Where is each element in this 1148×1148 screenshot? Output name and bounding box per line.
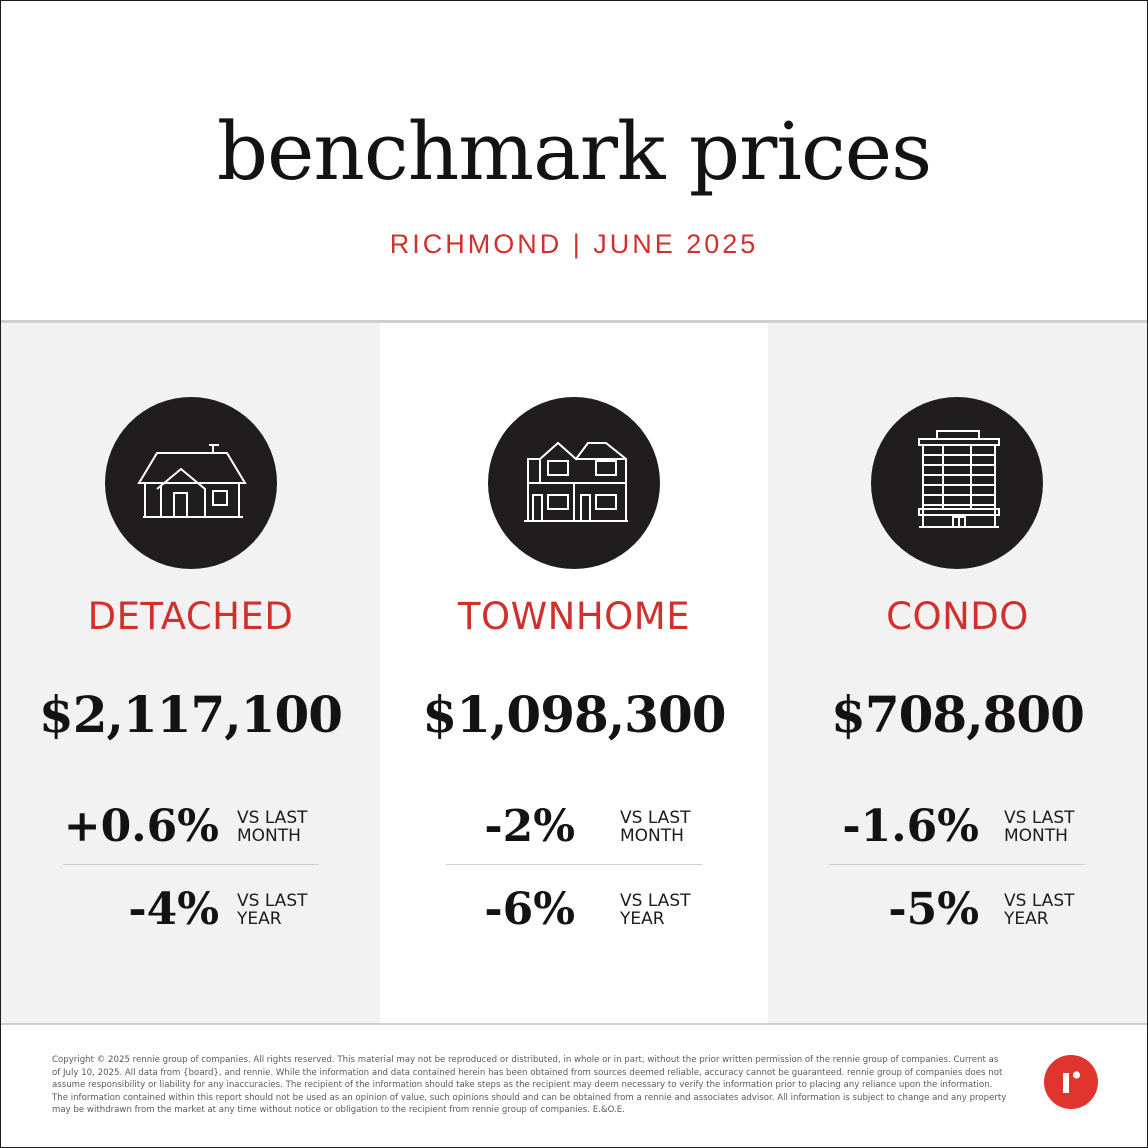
condo-tower-icon xyxy=(871,397,1043,569)
footer: Copyright © 2025 rennie group of compani… xyxy=(1,1025,1147,1147)
rennie-logo-icon xyxy=(1044,1055,1098,1109)
year-change-row: -5% VS LAST YEAR xyxy=(768,884,1147,954)
year-change-row: -6% VS LAST YEAR xyxy=(380,884,768,954)
stat-divider xyxy=(829,864,1085,865)
month-change-label: VS LAST MONTH xyxy=(620,808,691,846)
panel-townhome: TOWNHOME $1,098,300 -2% VS LAST MONTH -6… xyxy=(380,323,768,1023)
year-change-value: -4% xyxy=(128,884,219,935)
header-divider xyxy=(1,320,1147,323)
townhome-icon xyxy=(488,397,660,569)
month-change-row: -2% VS LAST MONTH xyxy=(380,801,768,871)
house-icon xyxy=(105,397,277,569)
page-title: benchmark prices xyxy=(216,105,932,198)
year-change-label: VS LAST YEAR xyxy=(620,891,691,929)
month-change-label: VS LAST MONTH xyxy=(237,808,308,846)
panel-condo: CONDO $708,800 -1.6% VS LAST MONTH -5% V… xyxy=(768,323,1147,1023)
year-change-row: -4% VS LAST YEAR xyxy=(1,884,380,954)
year-change-label: VS LAST YEAR xyxy=(237,891,308,929)
stat-divider xyxy=(446,864,702,865)
benchmark-price: $708,800 xyxy=(831,685,1085,744)
month-change-value: +0.6% xyxy=(63,801,219,852)
month-change-value: -1.6% xyxy=(842,801,979,852)
stat-divider xyxy=(63,864,319,865)
property-type-label: DETACHED xyxy=(87,595,294,638)
property-type-label: CONDO xyxy=(886,595,1029,638)
year-change-label: VS LAST YEAR xyxy=(1004,891,1075,929)
month-change-row: -1.6% VS LAST MONTH xyxy=(768,801,1147,871)
header: benchmark prices RICHMOND | JUNE 2025 xyxy=(1,1,1147,320)
month-change-row: +0.6% VS LAST MONTH xyxy=(1,801,380,871)
year-change-value: -5% xyxy=(888,884,979,935)
price-panels: DETACHED $2,117,100 +0.6% VS LAST MONTH … xyxy=(1,323,1147,1023)
benchmark-price: $1,098,300 xyxy=(422,685,726,744)
month-change-label: VS LAST MONTH xyxy=(1004,808,1075,846)
property-type-label: TOWNHOME xyxy=(457,595,691,638)
footer-divider xyxy=(1,1023,1147,1025)
page-subtitle: RICHMOND | JUNE 2025 xyxy=(389,229,759,259)
panel-detached: DETACHED $2,117,100 +0.6% VS LAST MONTH … xyxy=(1,323,380,1023)
legal-disclaimer: Copyright © 2025 rennie group of compani… xyxy=(52,1055,1007,1116)
year-change-value: -6% xyxy=(484,884,575,935)
month-change-value: -2% xyxy=(484,801,575,852)
benchmark-price: $2,117,100 xyxy=(38,685,343,744)
